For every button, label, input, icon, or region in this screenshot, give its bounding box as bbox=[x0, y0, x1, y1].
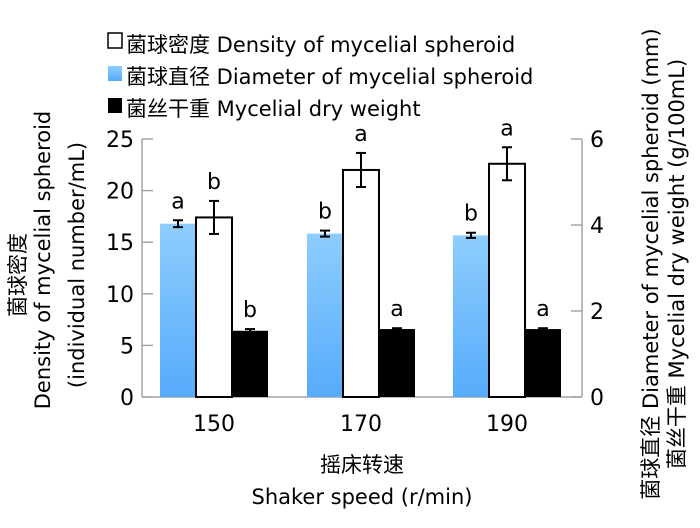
left-axis-title: 菌球密度 Density of mycelial spheroid (indiv… bbox=[6, 111, 89, 410]
significance-letter: b bbox=[464, 202, 478, 227]
x-tick-label: 170 bbox=[340, 412, 382, 437]
left-axis-title-en: Density of mycelial spheroid bbox=[31, 111, 55, 410]
significance-letter: b bbox=[207, 170, 221, 195]
left-tick-label: 25 bbox=[106, 128, 134, 153]
right-axis-title-dry-weight: 菌丝干重 Mycelial dry weight (g/100mL) bbox=[665, 59, 689, 469]
right-tick-label: 6 bbox=[590, 128, 604, 153]
bar-density bbox=[195, 216, 233, 398]
significance-letter: a bbox=[171, 189, 184, 214]
left-axis-title-unit: (individual number/mL) bbox=[65, 142, 89, 388]
bar-dry-weight bbox=[525, 329, 561, 397]
bar-density bbox=[488, 162, 526, 398]
bar-dry-weight bbox=[379, 329, 415, 397]
left-tick-label: 10 bbox=[106, 283, 134, 308]
right-axis-title-diameter: 菌球直径 Diameter of mycelial spheroid (mm) bbox=[639, 28, 663, 499]
left-tick-label: 15 bbox=[106, 231, 134, 256]
legend-label-density: 菌球密度 Density of mycelial spheroid bbox=[126, 33, 515, 57]
bar-density bbox=[342, 168, 380, 398]
legend-swatch-dry-weight bbox=[108, 98, 122, 113]
legend-label-diameter: 菌球直径 Diameter of mycelial spheroid bbox=[126, 65, 533, 89]
right-tick-label: 4 bbox=[590, 214, 604, 239]
x-tick-label: 150 bbox=[193, 412, 235, 437]
significance-letter: a bbox=[500, 116, 513, 141]
left-tick-label: 20 bbox=[106, 180, 134, 205]
left-tick-label: 5 bbox=[120, 334, 134, 359]
x-axis-title-cn: 摇床转速 bbox=[320, 453, 404, 477]
significance-letter: a bbox=[354, 122, 367, 147]
bar-diameter bbox=[160, 223, 196, 397]
right-tick-label: 0 bbox=[590, 386, 604, 411]
left-tick-label: 0 bbox=[120, 386, 134, 411]
right-axis-title: 菌球直径 Diameter of mycelial spheroid (mm) … bbox=[639, 28, 689, 499]
significance-letter: a bbox=[536, 297, 549, 322]
bar-dry-weight bbox=[232, 330, 268, 397]
legend: 菌球密度 Density of mycelial spheroid 菌球直径 D… bbox=[107, 32, 533, 121]
significance-letter: a bbox=[390, 297, 403, 322]
significance-letter: b bbox=[318, 200, 332, 225]
right-tick-label: 2 bbox=[590, 300, 604, 325]
x-tick-label: 190 bbox=[486, 412, 528, 437]
legend-label-dry-weight: 菌丝干重 Mycelial dry weight bbox=[126, 97, 421, 121]
bar-diameter bbox=[307, 233, 343, 397]
legend-swatch-diameter bbox=[108, 66, 122, 81]
bar-diameter bbox=[453, 235, 489, 397]
significance-letter: b bbox=[243, 298, 257, 323]
left-axis-title-cn: 菌球密度 bbox=[6, 233, 30, 317]
x-axis-title-en: Shaker speed (r/min) bbox=[252, 485, 473, 509]
legend-swatch-density bbox=[107, 32, 123, 49]
